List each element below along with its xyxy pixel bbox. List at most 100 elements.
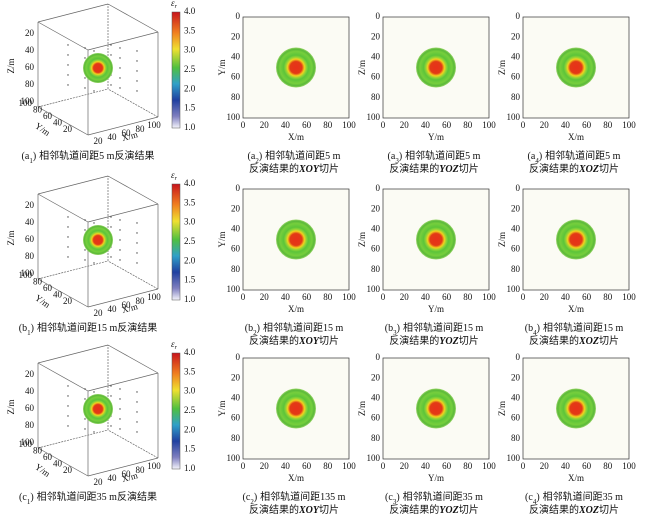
y-tick-label: 60 [371, 244, 381, 254]
caption-line2: 反演结果的 [389, 334, 439, 347]
x-tick-label: 40 [561, 292, 571, 302]
sample-dot [93, 90, 95, 92]
sample-dot [136, 80, 138, 82]
y-tick-label: 80 [33, 446, 43, 456]
caption-line2: 反演结果的 [249, 162, 299, 175]
z-tick-label: 40 [25, 386, 35, 396]
x-tick-label: 40 [108, 304, 118, 314]
slice-anomaly [276, 47, 316, 88]
z-tick-label: 40 [25, 217, 35, 227]
cube-edge [107, 344, 159, 374]
sample-dot [119, 67, 121, 69]
sample-dot [119, 239, 121, 241]
caption-sub: 3 [395, 157, 399, 165]
caption-tag: ) [31, 323, 34, 334]
caption-tag: ) [537, 323, 540, 334]
caption-tag: ) [539, 151, 542, 162]
x-tick-label: 20 [540, 120, 550, 130]
y-tick-label: 0 [516, 352, 521, 362]
caption-line2: 反演结果的 [529, 162, 579, 175]
x-tick-label: 80 [463, 292, 473, 302]
caption-sub: 2 [250, 498, 254, 506]
y-tick-label: 40 [53, 290, 63, 300]
x-tick-label: 20 [94, 477, 104, 487]
caption-line2-em: XOY [298, 505, 320, 515]
sample-dot [84, 398, 86, 400]
y-tick-label: 60 [43, 111, 53, 121]
sample-dot [119, 398, 121, 400]
cube-edge [37, 447, 89, 477]
x-tick-label: 100 [147, 120, 161, 130]
caption-sub: 2 [255, 157, 259, 165]
cube-edge [107, 88, 159, 118]
y-tick-label: 20 [511, 203, 521, 213]
colorbar-label-main: ε [171, 0, 175, 8]
sample-dot [93, 262, 95, 264]
sample-dot [67, 425, 69, 427]
sample-dot [136, 421, 138, 423]
y-tick-label: 60 [371, 413, 381, 423]
colorbar-tick-label: 3.0 [184, 217, 196, 227]
caption: 反演结果的YOZ切片 [389, 503, 478, 515]
sample-dot [136, 411, 138, 413]
y-tick-label: 100 [507, 284, 521, 294]
y-tick-label: 0 [236, 183, 241, 193]
caption-line1: 相邻轨道间距15 m [403, 321, 483, 334]
y-tick-label: 100 [19, 270, 33, 280]
y-axis-label: Y/m [217, 59, 227, 75]
colorbar-tick-label: 3.0 [184, 386, 196, 396]
x-tick-label: 100 [342, 120, 356, 130]
caption-sub: 1 [29, 157, 33, 165]
x-tick-label: 0 [521, 120, 526, 130]
cube-edge [107, 429, 159, 459]
x-tick-label: 20 [400, 292, 410, 302]
x-tick-label: 20 [400, 120, 410, 130]
sample-dot [119, 77, 121, 79]
colorbar-tick-label: 4.0 [184, 347, 196, 357]
cube-edge [87, 457, 159, 477]
caption-sub: 3 [393, 498, 397, 506]
cube-edge [37, 175, 109, 195]
y-tick-label: 0 [376, 183, 381, 193]
cube-edge [87, 203, 159, 223]
z-tick-label: 60 [25, 403, 35, 413]
sample-dot [67, 84, 69, 86]
x-tick-label: 60 [122, 128, 132, 138]
colorbar-tick-label: 4.0 [184, 178, 196, 188]
x-tick-label: 20 [540, 292, 550, 302]
caption-tag: ) [536, 492, 539, 503]
caption: (b1) 相邻轨道间距15 m反演结果 [19, 321, 157, 336]
z-tick-label: 80 [25, 79, 35, 89]
cube-edge [37, 362, 89, 392]
caption-line2-em: YOZ [439, 336, 458, 347]
cube-edge [37, 260, 109, 280]
slice-anomaly [556, 388, 596, 429]
sample-dot [84, 259, 86, 261]
caption-text: 相邻轨道间距35 m反演结果 [37, 490, 157, 503]
y-tick-label: 80 [231, 433, 241, 443]
colorbar-label: εr [171, 339, 178, 351]
sample-dot [84, 47, 86, 49]
colorbar [171, 183, 181, 301]
caption: (b3) 相邻轨道间距15 m [385, 321, 484, 336]
y-tick-label: 20 [63, 124, 73, 134]
colorbar-label-main: ε [171, 339, 175, 349]
y-tick-label: 80 [511, 264, 521, 274]
sample-dot [67, 415, 69, 417]
slice-anomaly [416, 219, 456, 260]
x-tick-label: 20 [400, 461, 410, 471]
caption: (c4) 相邻轨道间距35 m [525, 490, 623, 505]
caption: 反演结果的YOZ切片 [389, 162, 478, 175]
caption-tag: (c [385, 492, 393, 503]
x-axis-label: X/m [568, 473, 584, 483]
sample-dot [136, 232, 138, 234]
x-tick-label: 40 [561, 461, 571, 471]
caption-line2: 切片 [319, 162, 339, 175]
x-tick-label: 20 [540, 461, 550, 471]
sample-dot [67, 74, 69, 76]
caption-tag: ) [30, 492, 33, 503]
sample-dot [84, 249, 86, 251]
sample-dot [84, 57, 86, 59]
x-tick-label: 80 [323, 120, 333, 130]
slice-anomaly [556, 47, 596, 88]
